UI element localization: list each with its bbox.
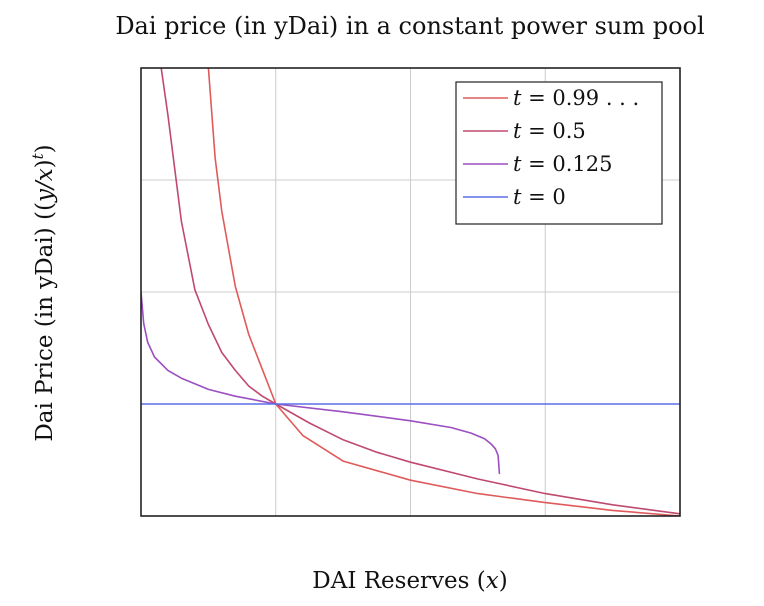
legend-entry-label: t = 0	[513, 185, 566, 209]
series-line-t-0-5	[160, 68, 680, 515]
series-layer	[141, 68, 680, 516]
legend-entry-label: t = 0.99 . . .	[513, 86, 639, 110]
x-axis-label: DAI Reserves (x)	[312, 568, 507, 594]
legend-entry-label: t = 0.5	[513, 119, 586, 143]
legend-entry-label: t = 0.125	[513, 152, 613, 176]
plot-frame	[140, 67, 681, 517]
legend-box	[455, 81, 663, 225]
series-line-t-0-125	[141, 291, 501, 475]
chart-title: Dai price (in yDai) in a constant power …	[115, 12, 704, 40]
series-line-t-0-99	[207, 68, 680, 516]
legend: t = 0.99 . . . t = 0.5 t = 0.125 t = 0	[455, 81, 663, 225]
y-axis-label: Dai Price (in yDai) ((y/x)t)	[29, 144, 58, 441]
